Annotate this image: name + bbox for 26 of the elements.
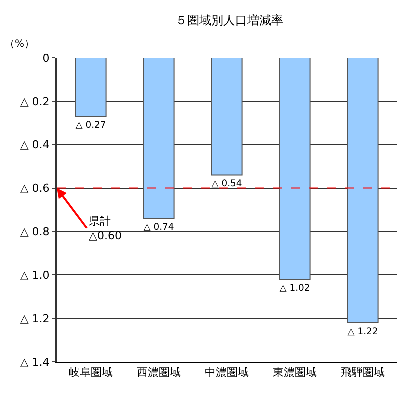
y-tick-label: 0 [42, 52, 50, 65]
bar [75, 58, 107, 118]
x-tick-label: 東濃圏域 [273, 366, 317, 380]
x-tick-label: 西濃圏域 [137, 366, 181, 380]
y-tick-label: △ 0.4 [20, 138, 50, 152]
bar [211, 58, 243, 176]
y-tick-label: △ 0.6 [20, 182, 50, 196]
chart-title: ５圏域別人口増減率 [175, 13, 284, 28]
bar [279, 58, 311, 280]
y-axis-title: （%） [5, 39, 35, 50]
bar [347, 58, 379, 324]
y-tick-label: △ 1.4 [20, 356, 50, 369]
y-tick-label: △ 1.0 [20, 268, 50, 282]
data-label: △ 1.22 [348, 326, 378, 338]
x-tick-label: 岐阜圏域 [69, 366, 113, 380]
y-tick-label: △ 0.2 [20, 95, 50, 108]
data-label: △ 0.74 [144, 222, 174, 234]
data-label: △ 1.02 [280, 282, 310, 294]
bar [143, 58, 175, 220]
y-tick-label: △ 1.2 [20, 312, 50, 326]
x-tick-label: 中濃圏域 [205, 366, 249, 380]
x-tick-label: 飛騨圏域 [341, 366, 385, 380]
data-label: △ 0.27 [76, 120, 106, 132]
y-tick-label: △ 0.8 [20, 226, 50, 239]
data-label: △ 0.54 [212, 178, 242, 190]
ref-line-label: 県計 △0.60 [89, 215, 122, 242]
